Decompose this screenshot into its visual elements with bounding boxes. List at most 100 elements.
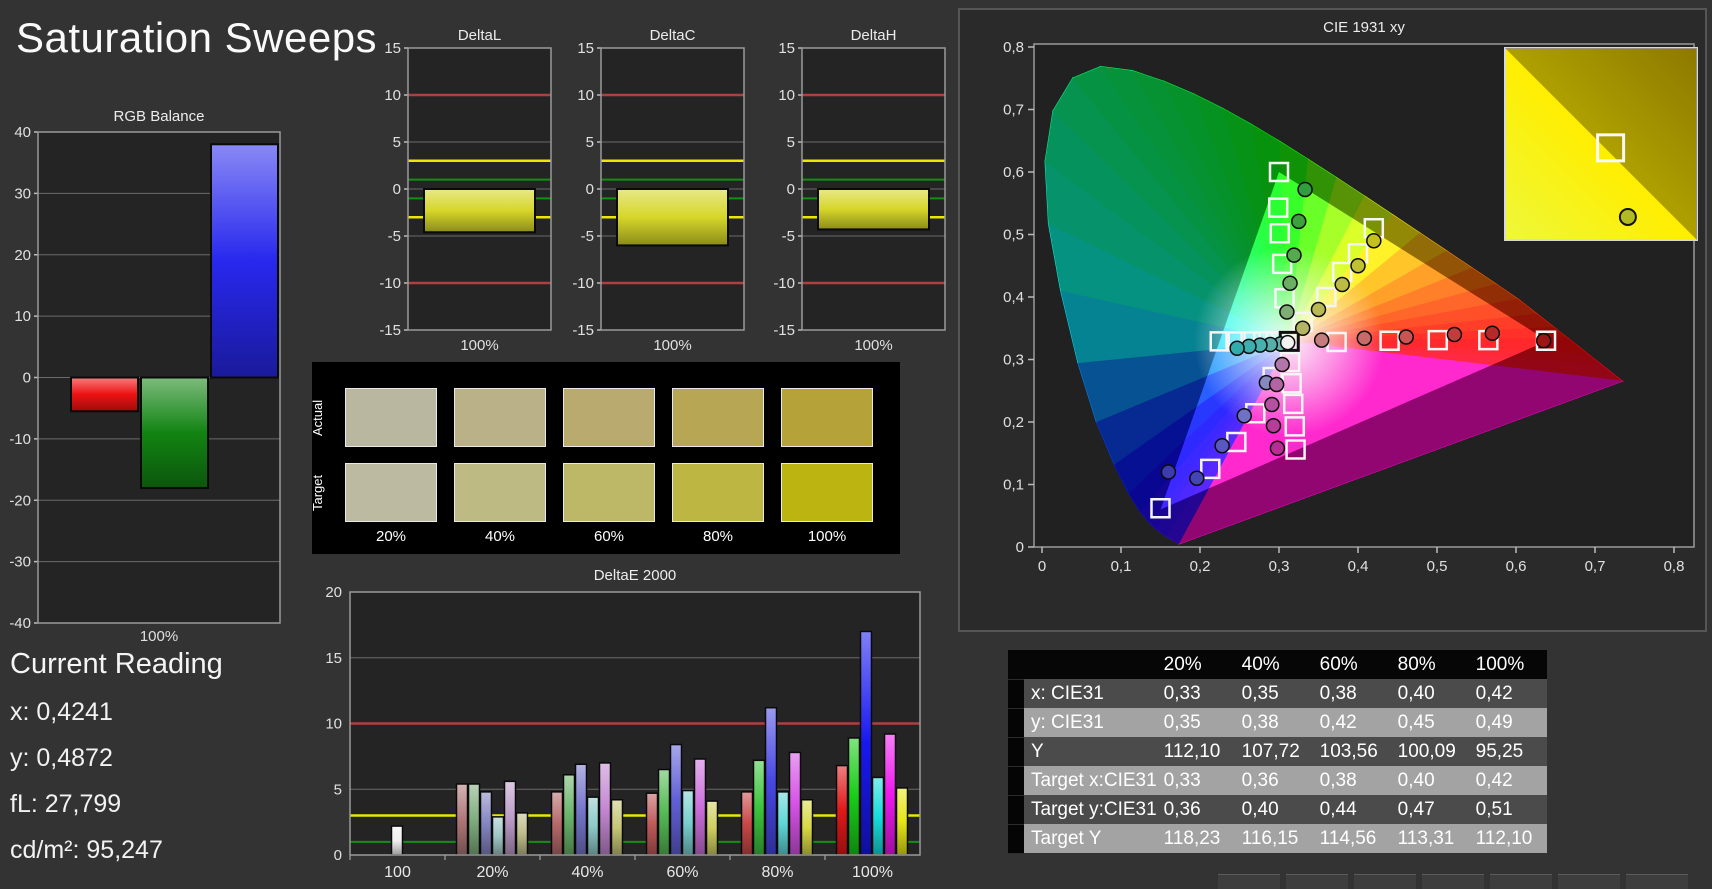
svg-text:-30: -30 (9, 554, 31, 571)
svg-text:-10: -10 (773, 275, 795, 292)
deltae-bar-40%-3 (586, 796, 600, 856)
swatch-col-label: 60% (593, 528, 625, 545)
bottom-tab-segment[interactable] (1558, 874, 1620, 889)
svg-text:0,8: 0,8 (1003, 39, 1024, 56)
svg-text:0,3: 0,3 (1003, 352, 1024, 369)
bottom-tab-segment[interactable] (1286, 874, 1348, 889)
rgb_balance-bar-1 (140, 376, 209, 489)
rgb_balance-bar-2 (210, 143, 279, 379)
svg-text:DeltaL: DeltaL (458, 27, 501, 44)
swatch-col-label: 40% (484, 528, 516, 545)
svg-text:100%: 100% (854, 337, 892, 354)
table-cell: 0,42 (1468, 766, 1547, 795)
table-row-label: Target x:CIE31 (1024, 766, 1157, 795)
table-cell: 0,35 (1156, 708, 1235, 737)
actual-vs-target-swatch-panel: Actual Target 20% 40% 60% 80% 100% (310, 362, 900, 554)
bottom-tab-segment[interactable] (1218, 874, 1280, 889)
delta-l-chart: DeltaL -15 -10 -5 0 5 10 15 100% (373, 14, 563, 364)
table-cell: 0,42 (1468, 679, 1547, 708)
svg-text:-5: -5 (782, 228, 795, 245)
deltae-bar-20%-3 (491, 816, 505, 856)
reading-cdm2: cd/m²: 95,247 (10, 836, 163, 864)
deltae-bar-100%-5 (895, 787, 909, 856)
svg-text:DeltaH: DeltaH (851, 27, 897, 44)
svg-text:0: 0 (23, 370, 31, 387)
table-cell: 118,23 (1156, 824, 1235, 853)
swatch-actual-60% (563, 388, 655, 447)
reading-y: y: 0,4872 (10, 744, 113, 772)
table-cell: 0,51 (1468, 795, 1547, 824)
delta_l-bar-0 (423, 188, 536, 234)
svg-text:10: 10 (384, 87, 401, 104)
delta_c-plot: DeltaC -15 -10 -5 0 5 10 15 100% (572, 27, 745, 354)
svg-text:15: 15 (325, 650, 342, 667)
swatch-target-80% (672, 463, 764, 522)
svg-text:DeltaE 2000: DeltaE 2000 (594, 567, 677, 584)
table-row-label: y: CIE31 (1024, 708, 1157, 737)
svg-text:-10: -10 (572, 275, 594, 292)
svg-text:-15: -15 (379, 322, 401, 339)
swatch-actual-20% (345, 388, 437, 447)
table-row-label: Y (1024, 737, 1157, 766)
swatch-actual-100% (781, 388, 873, 447)
table-cell: 0,45 (1390, 708, 1469, 737)
table-row: Target Y 118,23 116,15 114,56 113,31 112,10 (1008, 824, 1547, 854)
table-row: Target x:CIE31 0,33 0,36 0,38 0,40 0,42 (1008, 766, 1547, 796)
deltae-bar-80%-4 (788, 751, 802, 856)
svg-text:0,4: 0,4 (1348, 558, 1369, 575)
bottom-tab-segment[interactable] (1626, 874, 1688, 889)
table-col-header (1024, 650, 1157, 679)
swatch-target-100% (781, 463, 873, 522)
table-col-header: 100% (1468, 650, 1547, 679)
svg-text:0: 0 (393, 181, 401, 198)
table-cell: 103,56 (1312, 737, 1391, 766)
table-cell: 116,15 (1234, 824, 1313, 853)
swatch-actual-80% (672, 388, 764, 447)
deltae-bar-20%-0 (455, 783, 469, 856)
svg-text:10: 10 (778, 87, 795, 104)
svg-text:10: 10 (14, 308, 31, 325)
deltae-bar-100%-0 (835, 764, 849, 856)
deltae-bar-40%-1 (562, 774, 576, 856)
deltae-bar-80%-0 (740, 791, 754, 856)
bottom-tab-segment[interactable] (1354, 874, 1416, 889)
table-cell: 0,33 (1156, 679, 1235, 708)
delta-h-chart: DeltaH -15 -10 -5 0 5 10 15 100% (767, 14, 957, 364)
svg-text:5: 5 (787, 134, 795, 151)
svg-text:-40: -40 (9, 615, 31, 632)
delta-e-2000-chart: DeltaE 2000 0 5 10 15 20 100 20% 40% 60% 80% 100% (310, 560, 930, 889)
table-row: y: CIE31 0,35 0,38 0,42 0,45 0,49 (1008, 708, 1547, 738)
saturation-measurement-table: 20% 40% 60% 80% 100% x: CIE31 0,33 0,35 0,38 0,40… (1008, 650, 1547, 854)
deltae-bar-40%-4 (598, 762, 612, 856)
table-row-label: Target y:CIE31 (1024, 795, 1157, 824)
svg-text:100%: 100% (852, 864, 893, 881)
svg-text:100%: 100% (653, 337, 691, 354)
svg-text:0,6: 0,6 (1003, 164, 1024, 181)
cie-data-points (1150, 161, 1557, 519)
svg-text:10: 10 (325, 716, 342, 733)
table-cell: 0,35 (1234, 679, 1313, 708)
bottom-tab-segment[interactable] (1422, 874, 1484, 889)
svg-text:100: 100 (384, 864, 411, 881)
delta_h-plot: DeltaH -15 -10 -5 0 5 10 15 100% (773, 27, 946, 354)
delta-c-chart: DeltaC -15 -10 -5 0 5 10 15 100% (566, 14, 756, 364)
svg-text:0,5: 0,5 (1427, 558, 1448, 575)
swatch-col-label: 100% (807, 528, 847, 545)
svg-text:40%: 40% (571, 864, 603, 881)
deltae-bar-100%-3 (871, 776, 885, 856)
table-cell: 0,40 (1234, 795, 1313, 824)
svg-text:0: 0 (1038, 558, 1046, 575)
deltae-bar-60%-5 (705, 800, 719, 856)
deltae-bar-80%-2 (764, 706, 778, 856)
table-col-header: 80% (1390, 650, 1469, 679)
deltae-bar-100%-1 (847, 737, 861, 856)
chromaticity-horseshoe (1044, 65, 1625, 545)
table-cell: 0,38 (1312, 766, 1391, 795)
svg-text:0,8: 0,8 (1664, 558, 1685, 575)
deltae-bar-100%-2 (859, 630, 873, 856)
svg-text:0,7: 0,7 (1003, 102, 1024, 119)
svg-text:0,1: 0,1 (1003, 477, 1024, 494)
table-cell: 95,25 (1468, 737, 1547, 766)
table-cell: 100,09 (1390, 737, 1469, 766)
bottom-tab-segment[interactable] (1490, 874, 1552, 889)
